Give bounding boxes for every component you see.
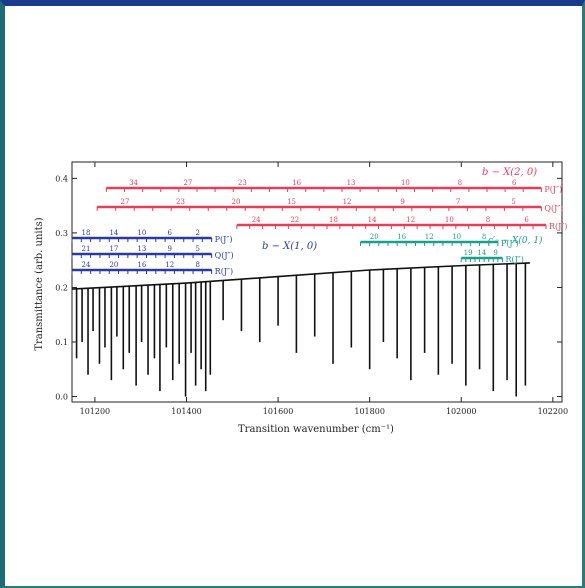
branch-j-label: 8 bbox=[195, 261, 199, 269]
branch-j-label: 10 bbox=[401, 179, 410, 187]
x-tick-label: 101800 bbox=[354, 407, 385, 416]
plot-area bbox=[71, 161, 563, 403]
branch-j-label: 6 bbox=[168, 229, 173, 237]
branch-j-label: 12 bbox=[165, 261, 174, 269]
branch-j-label: 8 bbox=[482, 233, 486, 241]
branch-j-label: 12 bbox=[343, 198, 352, 206]
branch-j-label: 13 bbox=[137, 245, 146, 253]
x-tick-label: 101200 bbox=[80, 407, 111, 416]
band-label-b-x-2-0: b − X(2, 0) bbox=[482, 167, 537, 178]
branch-j-label: 15 bbox=[287, 198, 296, 206]
branch-j-label: 16 bbox=[292, 179, 301, 187]
branch-j-label: 10 bbox=[445, 216, 454, 224]
branch-j-label: 27 bbox=[183, 179, 192, 187]
branch-j-label: 9 bbox=[400, 198, 404, 206]
x-axis-label: Transition wavenumber (cm⁻¹) bbox=[238, 424, 394, 435]
branch-name-label: P(J″) bbox=[215, 235, 233, 244]
branch-j-label: 20 bbox=[370, 233, 379, 241]
branch-j-label: 14 bbox=[109, 229, 118, 237]
branch-name-label: R(J″) bbox=[505, 255, 523, 264]
branch-j-label: 24 bbox=[82, 261, 91, 269]
branch-j-label: 9 bbox=[493, 249, 497, 257]
branch-name-label: P(J″) bbox=[501, 239, 519, 248]
branch-j-label: 19 bbox=[464, 249, 473, 257]
branch-j-label: 10 bbox=[137, 229, 146, 237]
x-tick-label: 101600 bbox=[263, 407, 294, 416]
y-axis-label: Transmittance (arb. units) bbox=[34, 217, 45, 350]
y-tick-label: 0.1 bbox=[55, 338, 68, 347]
branch-j-label: 17 bbox=[109, 245, 118, 253]
branch-name-label: Q(J″) bbox=[215, 251, 234, 260]
branch-j-label: 9 bbox=[168, 245, 172, 253]
branch-j-label: 6 bbox=[524, 216, 529, 224]
branch-j-label: 14 bbox=[477, 249, 486, 257]
x-tick-label: 102200 bbox=[538, 407, 569, 416]
branch-j-label: 18 bbox=[82, 229, 91, 237]
branch-j-label: 8 bbox=[486, 216, 490, 224]
branch-j-label: 16 bbox=[137, 261, 146, 269]
branch-j-label: 23 bbox=[238, 179, 247, 187]
branch-name-label: R(J″) bbox=[549, 222, 567, 231]
x-tick-label: 101400 bbox=[171, 407, 202, 416]
branch-name-label: P(J″) bbox=[544, 185, 562, 194]
branch-j-label: 8 bbox=[458, 179, 462, 187]
branch-j-label: 24 bbox=[252, 216, 261, 224]
branch-j-label: 12 bbox=[425, 233, 434, 241]
branch-j-label: 5 bbox=[195, 245, 199, 253]
branch-j-label: 13 bbox=[347, 179, 356, 187]
branch-name-label: R(J″) bbox=[215, 267, 233, 276]
branch-j-label: 14 bbox=[368, 216, 377, 224]
y-tick-label: 0.0 bbox=[55, 393, 68, 402]
branch-name-label: Q(J″) bbox=[544, 204, 563, 213]
branch-j-label: 23 bbox=[176, 198, 185, 206]
branch-j-label: 10 bbox=[452, 233, 461, 241]
branch-j-label: 27 bbox=[120, 198, 129, 206]
branch-j-label: 12 bbox=[406, 216, 415, 224]
branch-j-label: 2 bbox=[195, 229, 199, 237]
x-tick-label: 102000 bbox=[446, 407, 477, 416]
branch-j-label: 22 bbox=[290, 216, 299, 224]
branch-j-label: 6 bbox=[512, 179, 517, 187]
y-tick-label: 0.3 bbox=[55, 229, 68, 238]
branch-j-label: 20 bbox=[109, 261, 118, 269]
spectrum-continuum bbox=[71, 262, 530, 290]
band-label-b-x-1-0: b − X(1, 0) bbox=[262, 241, 317, 252]
y-tick-label: 0.2 bbox=[55, 283, 68, 292]
branch-j-label: 5 bbox=[511, 198, 515, 206]
band-label-c-x-0-1: c′₀ − X(0, 1) bbox=[488, 235, 543, 246]
branch-j-label: 16 bbox=[397, 233, 406, 241]
branch-j-label: 7 bbox=[456, 198, 460, 206]
branch-j-label: 34 bbox=[129, 179, 138, 187]
branch-j-label: 20 bbox=[232, 198, 241, 206]
y-tick-label: 0.4 bbox=[55, 174, 68, 183]
branch-j-label: 18 bbox=[329, 216, 338, 224]
branch-j-label: 21 bbox=[82, 245, 91, 253]
